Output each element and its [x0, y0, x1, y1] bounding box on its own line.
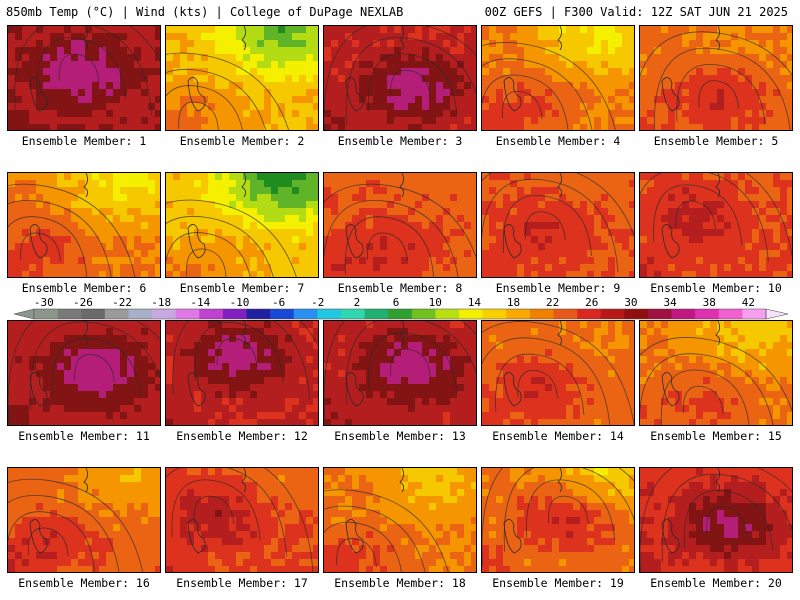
ensemble-member-label: Ensemble Member: 14	[492, 429, 624, 443]
ensemble-member-label: Ensemble Member: 16	[18, 576, 150, 590]
colorbar-tick: 26	[585, 296, 599, 309]
ensemble-member-map	[323, 320, 477, 426]
colorbar-tick: -18	[151, 296, 172, 309]
ensemble-member-map	[7, 320, 161, 426]
temperature-field	[324, 321, 476, 425]
ensemble-member-map	[639, 467, 793, 573]
ensemble-member-label: Ensemble Member: 5	[653, 134, 779, 148]
colorbar-tick: -30	[33, 296, 54, 309]
temperature-field	[166, 26, 318, 130]
temperature-colorbar	[14, 308, 788, 320]
temperature-field	[8, 26, 160, 130]
temperature-field	[8, 321, 160, 425]
colorbar-tick: -22	[112, 296, 132, 309]
ensemble-member-map	[7, 467, 161, 573]
ensemble-member-label: Ensemble Member: 7	[179, 281, 305, 295]
temperature-field	[324, 26, 476, 130]
ensemble-member-map	[481, 320, 635, 426]
temperature-field	[324, 173, 476, 277]
temperature-field	[166, 321, 318, 425]
temperature-field	[482, 321, 634, 425]
colorbar-tick: 38	[702, 296, 716, 309]
temperature-field	[324, 468, 476, 572]
ensemble-member-label: Ensemble Member: 19	[492, 576, 624, 590]
colorbar-tick: 22	[546, 296, 560, 309]
ensemble-member-label: Ensemble Member: 20	[650, 576, 782, 590]
ensemble-member-label: Ensemble Member: 11	[18, 429, 150, 443]
ensemble-member-map	[165, 25, 319, 131]
ensemble-member-label: Ensemble Member: 8	[337, 281, 463, 295]
ensemble-member-map	[481, 172, 635, 278]
colorbar-tick: -14	[190, 296, 211, 309]
map-title: 850mb Temp (°C) | Wind (kts) | College o…	[6, 5, 404, 19]
ensemble-member-label: Ensemble Member: 17	[176, 576, 308, 590]
colorbar-tick: -26	[72, 296, 93, 309]
ensemble-member-map	[165, 320, 319, 426]
ensemble-member-label: Ensemble Member: 3	[337, 134, 463, 148]
colorbar-tick: -6	[272, 296, 286, 309]
ensemble-member-map	[639, 320, 793, 426]
ensemble-member-map	[7, 172, 161, 278]
ensemble-member-map	[639, 25, 793, 131]
ensemble-member-map	[323, 25, 477, 131]
temperature-field	[166, 468, 318, 572]
ensemble-member-map	[639, 172, 793, 278]
colorbar-tick: -2	[311, 296, 325, 309]
temperature-field	[640, 173, 792, 277]
temperature-field	[640, 321, 792, 425]
ensemble-member-label: Ensemble Member: 12	[176, 429, 308, 443]
colorbar-tick: 18	[506, 296, 521, 309]
ensemble-member-map	[481, 467, 635, 573]
temperature-field	[482, 468, 634, 572]
colorbar-tick: 30	[624, 296, 638, 309]
colorbar-tick: 42	[741, 296, 755, 309]
ensemble-member-label: Ensemble Member: 4	[495, 134, 621, 148]
temperature-field	[8, 173, 160, 277]
ensemble-member-label: Ensemble Member: 15	[650, 429, 782, 443]
ensemble-member-label: Ensemble Member: 9	[495, 281, 621, 295]
colorbar-tick: -10	[229, 296, 250, 309]
ensemble-member-label: Ensemble Member: 10	[650, 281, 782, 295]
colorbar-tick: 6	[392, 296, 400, 309]
ensemble-member-map	[323, 172, 477, 278]
ensemble-member-map	[165, 467, 319, 573]
colorbar-tick: 10	[428, 296, 442, 309]
ensemble-member-label: Ensemble Member: 18	[334, 576, 466, 590]
ensemble-member-map	[323, 467, 477, 573]
temperature-field	[482, 173, 634, 277]
colorbar-tick: 14	[467, 296, 481, 309]
ensemble-member-label: Ensemble Member: 6	[21, 281, 147, 295]
ensemble-member-label: Ensemble Member: 13	[334, 429, 466, 443]
temperature-field	[640, 26, 792, 130]
temperature-field	[482, 26, 634, 130]
colorbar-tick: 2	[353, 296, 361, 309]
ensemble-member-map	[165, 172, 319, 278]
colorbar-tick: 34	[663, 296, 677, 309]
ensemble-member-label: Ensemble Member: 2	[179, 134, 305, 148]
temperature-field	[166, 173, 318, 277]
temperature-field	[640, 468, 792, 572]
ensemble-member-map	[481, 25, 635, 131]
temperature-field	[8, 468, 160, 572]
ensemble-member-label: Ensemble Member: 1	[21, 134, 147, 148]
ensemble-member-map	[7, 25, 161, 131]
run-valid-time: 00Z GEFS | F300 Valid: 12Z SAT JUN 21 20…	[484, 5, 788, 19]
